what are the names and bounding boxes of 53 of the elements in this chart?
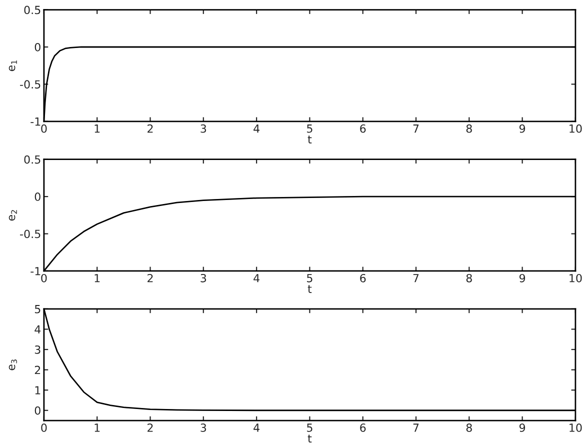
x-axis-title: t	[308, 136, 312, 144]
x-tick-label: 3	[200, 274, 206, 282]
x-tick-label: 6	[360, 124, 366, 133]
x-tick-label: 1	[94, 424, 100, 432]
y-tick-label: 3	[34, 345, 40, 354]
y-tick-label: -1	[30, 267, 40, 276]
x-tick-label: 0	[41, 124, 47, 133]
x-axis-title: t	[308, 434, 312, 442]
y-tick-label: 2	[34, 366, 40, 374]
y-tick-label: -0.5	[20, 230, 40, 238]
x-tick-label: 0	[41, 424, 47, 432]
y-axis-title: e$_{2}$	[8, 210, 17, 221]
x-tick-label: 6	[360, 424, 366, 432]
y-tick-label: 0.5	[24, 155, 40, 164]
x-tick-label: 8	[466, 124, 472, 133]
x-tick-label: 0	[41, 274, 47, 282]
x-tick-label: 9	[519, 274, 526, 282]
x-tick-label: 1	[94, 274, 100, 282]
x-tick-label: 10	[570, 274, 582, 282]
y-axis-title: e$_{1}$	[8, 60, 17, 72]
y-tick-label: 1	[35, 386, 40, 394]
x-tick-label: 6	[360, 274, 366, 282]
x-tick-label: 4	[254, 274, 260, 282]
y-tick-label: 0	[34, 42, 40, 52]
x-tick-label: 2	[148, 274, 153, 282]
y-tick-label: 0	[34, 406, 40, 415]
x-tick-label: 5	[307, 274, 312, 282]
x-tick-label: 5	[307, 424, 312, 432]
x-tick-label: 10	[570, 424, 582, 432]
y-tick-label: 0.5	[24, 6, 40, 14]
x-tick-label: 4	[254, 124, 260, 133]
x-axis-title: t	[308, 285, 312, 293]
y-axis-title: e$_{3}$	[8, 360, 17, 370]
x-tick-label: 1	[94, 124, 100, 133]
y-tick-label: 5	[34, 305, 40, 314]
x-tick-label: 10	[570, 124, 582, 133]
x-tick-label: 8	[466, 274, 472, 282]
x-tick-label: 7	[413, 124, 419, 133]
x-tick-label: 2	[148, 124, 153, 133]
x-tick-label: 9	[519, 124, 526, 133]
y-tick-label: -1	[30, 118, 40, 126]
x-tick-label: 7	[413, 274, 419, 282]
x-tick-label: 5	[307, 124, 312, 133]
x-tick-label: 8	[466, 424, 472, 432]
x-tick-label: 3	[200, 424, 206, 432]
y-tick-label: 4	[34, 325, 41, 334]
x-tick-label: 4	[254, 424, 260, 432]
y-tick-label: 0	[34, 192, 40, 201]
x-tick-label: 7	[413, 424, 419, 432]
x-tick-label: 2	[148, 424, 153, 432]
x-tick-label: 3	[200, 124, 206, 133]
y-tick-label: -0.5	[20, 80, 40, 89]
x-tick-label: 9	[519, 424, 526, 432]
